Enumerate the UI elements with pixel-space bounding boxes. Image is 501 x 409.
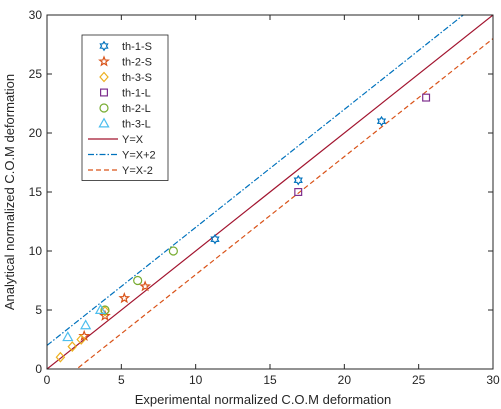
x-tick-label: 10 bbox=[189, 373, 203, 387]
data-point bbox=[118, 291, 131, 304]
series-5 bbox=[100, 246, 178, 315]
data-point bbox=[376, 115, 387, 127]
y-tick-label: 0 bbox=[35, 362, 42, 376]
axes: 0 5 10 15 20 25 30 0 5 10 15 20 25 30 bbox=[29, 8, 500, 387]
series-4 bbox=[294, 93, 431, 197]
data-point bbox=[99, 309, 111, 321]
x-tick-label: 15 bbox=[263, 373, 277, 387]
x-tick-label: 0 bbox=[44, 373, 51, 387]
legend-marker bbox=[98, 55, 110, 67]
legend-marker bbox=[99, 71, 109, 83]
data-point bbox=[422, 93, 431, 102]
y-tick-label: 10 bbox=[29, 244, 43, 258]
x-tick-label: 30 bbox=[486, 373, 500, 387]
legend-label: th-3-L bbox=[122, 119, 151, 131]
data-point bbox=[94, 303, 107, 314]
y-tick-label: 5 bbox=[35, 303, 42, 317]
legend-label: Y=X+2 bbox=[122, 150, 156, 162]
legend-label: th-3-S bbox=[122, 72, 152, 84]
data-point bbox=[100, 305, 110, 317]
legend-label: Y=X-2 bbox=[122, 165, 153, 177]
x-tick-label: 20 bbox=[338, 373, 352, 387]
data-point bbox=[67, 341, 78, 352]
data-point bbox=[55, 351, 66, 363]
legend: th-1-S th-2-S th-3-S th-1-L th-2-L th-3-L Y=X Y… bbox=[81, 34, 169, 181]
data-point bbox=[293, 174, 303, 186]
x-tick-label: 25 bbox=[412, 373, 426, 387]
data-point bbox=[139, 280, 152, 292]
reference-line-3 bbox=[75, 38, 493, 369]
legend-label: th-1-L bbox=[122, 88, 151, 100]
legend-marker bbox=[99, 88, 108, 97]
series-6 bbox=[62, 303, 107, 342]
legend-label: th-1-S bbox=[122, 41, 152, 53]
y-tick-label: 20 bbox=[29, 126, 43, 140]
data-point bbox=[76, 334, 86, 345]
reference-line-1 bbox=[47, 15, 493, 369]
data-point bbox=[168, 246, 178, 256]
data-point bbox=[294, 188, 303, 197]
x-axis-title: Experimental normalized C.O.M deformatio… bbox=[135, 392, 392, 407]
y-tick-label: 15 bbox=[29, 185, 43, 199]
reference-line-2 bbox=[47, 15, 465, 346]
legend-marker bbox=[99, 40, 109, 52]
reference-lines bbox=[47, 15, 493, 369]
legend-box bbox=[81, 34, 169, 181]
y-tick-label: 25 bbox=[29, 67, 43, 81]
y-axis-title: Analytical normalized C.O.M deformation bbox=[2, 74, 17, 310]
data-point bbox=[80, 319, 92, 330]
legend-label: th-2-S bbox=[122, 57, 152, 69]
data-point bbox=[62, 331, 74, 342]
series-3 bbox=[55, 305, 110, 363]
series-1 bbox=[210, 115, 387, 245]
legend-label: Y=X bbox=[122, 134, 144, 146]
legend-label: th-2-L bbox=[122, 103, 151, 115]
legend-marker bbox=[98, 117, 110, 128]
data-point bbox=[133, 275, 143, 286]
legend-marker bbox=[99, 103, 109, 113]
plot-area bbox=[47, 15, 493, 369]
y-tick-label: 30 bbox=[29, 8, 43, 22]
x-tick-label: 5 bbox=[118, 373, 125, 387]
data-point bbox=[210, 233, 220, 245]
